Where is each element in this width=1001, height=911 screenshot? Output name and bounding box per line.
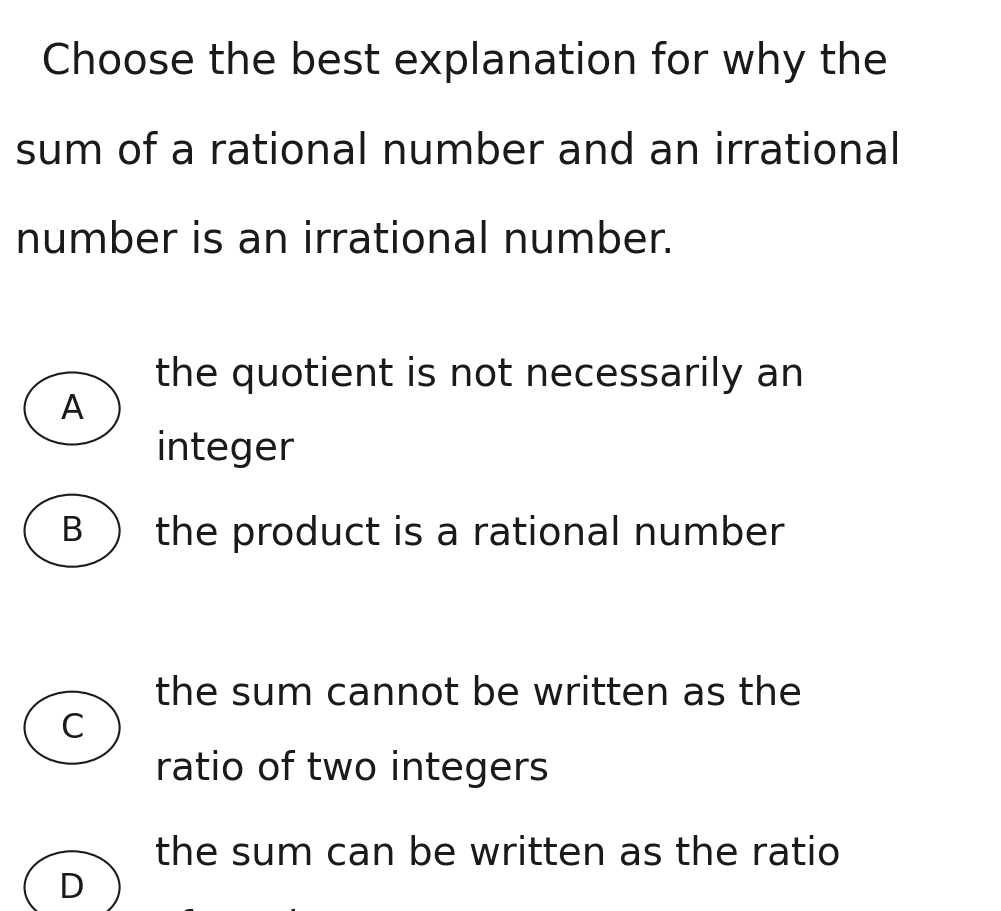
Text: sum of a rational number and an irrational: sum of a rational number and an irration… [15,130,901,172]
Text: the sum cannot be written as the: the sum cannot be written as the [155,674,802,712]
Text: the quotient is not necessarily an: the quotient is not necessarily an [155,355,805,394]
Text: the sum can be written as the ratio: the sum can be written as the ratio [155,834,841,872]
Text: integer: integer [155,430,294,468]
Text: C: C [60,711,84,744]
Text: D: D [59,871,85,904]
Text: the product is a rational number: the product is a rational number [155,515,785,553]
Text: B: B [61,515,83,548]
Ellipse shape [24,495,119,568]
Text: of two integers: of two integers [155,908,447,911]
Text: Choose the best explanation for why the: Choose the best explanation for why the [15,41,888,83]
Text: ratio of two integers: ratio of two integers [155,749,550,787]
Ellipse shape [24,373,119,445]
Text: A: A [61,393,83,425]
Ellipse shape [24,851,119,911]
Ellipse shape [24,691,119,764]
Text: number is an irrational number.: number is an irrational number. [15,220,675,261]
